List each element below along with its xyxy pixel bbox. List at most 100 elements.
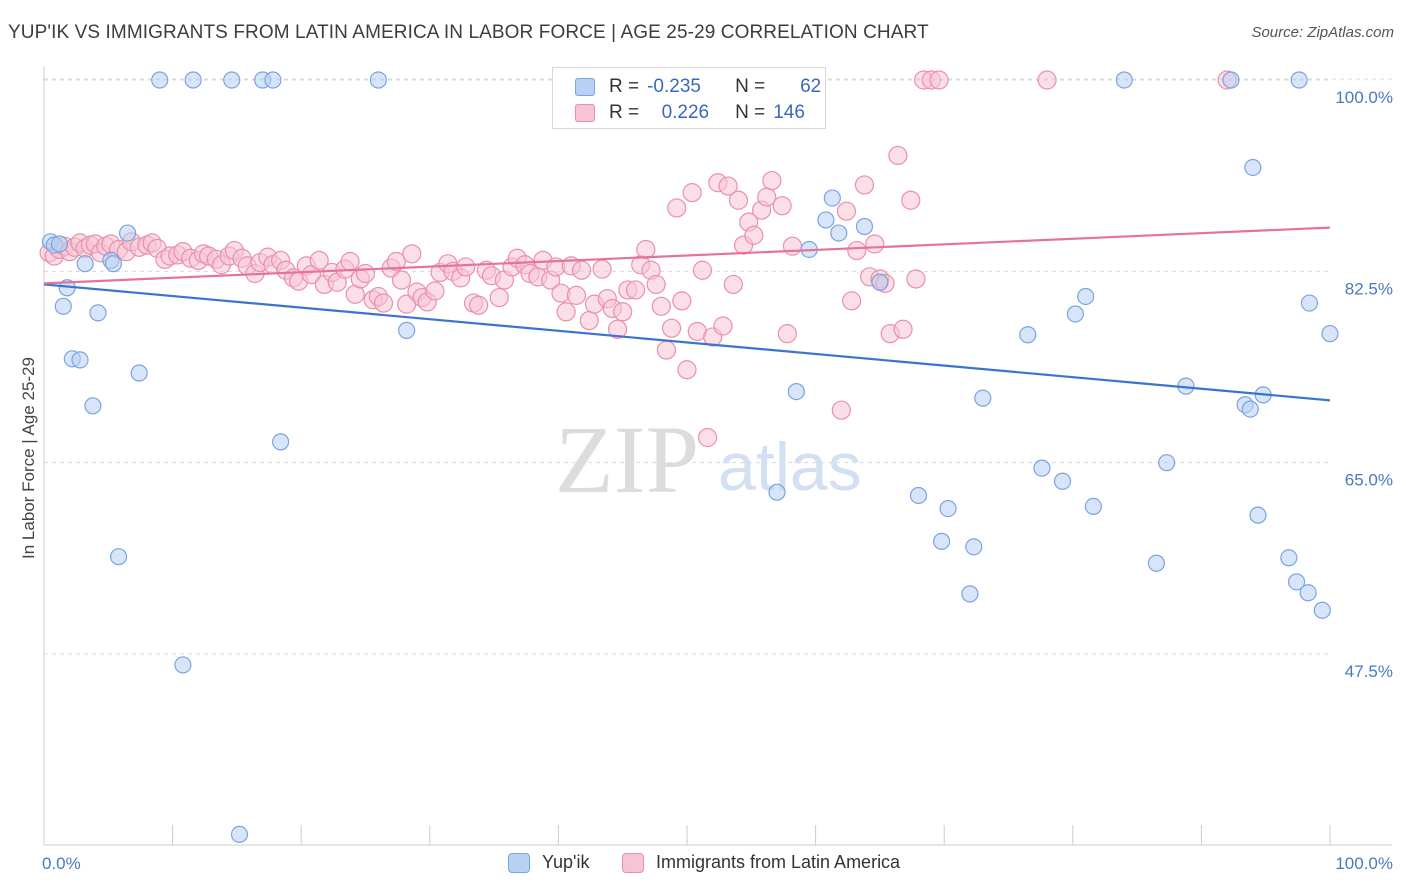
immigrants-point xyxy=(386,251,406,272)
yupik-point xyxy=(89,304,107,322)
legend-item-yupik: Yup'ik xyxy=(508,852,589,873)
x-tick-label: 0.0% xyxy=(42,854,81,873)
trend-lines xyxy=(43,226,1331,402)
immigrants-point xyxy=(646,274,666,295)
immigrants-point xyxy=(425,281,445,301)
immigrants-point xyxy=(718,176,738,196)
stats-legend-row-yupik: R = -0.235 N = 62 xyxy=(575,75,821,99)
immigrants-point xyxy=(865,234,885,254)
immigrants-point xyxy=(613,302,633,322)
immigrants-point xyxy=(556,302,576,322)
immigrants-point xyxy=(1037,70,1057,90)
yupik-point xyxy=(50,235,69,253)
immigrants-point xyxy=(667,198,687,218)
watermark-atlas: atlas xyxy=(718,429,862,505)
watermark-zip: ZIP xyxy=(555,406,699,513)
yupik-point xyxy=(174,656,192,674)
stats-legend: R = -0.235 N = 62 R = 0.226 N = 146 xyxy=(552,67,826,129)
immigrants-point xyxy=(728,190,749,210)
yupik-point xyxy=(130,364,148,382)
legend-label-immigrants: Immigrants from Latin America xyxy=(656,852,901,872)
legend-swatch-pink xyxy=(575,104,595,122)
immigrants-point xyxy=(772,196,792,216)
immigrants-point xyxy=(847,240,867,261)
series-immigrants-points xyxy=(39,70,1237,448)
yupik-point xyxy=(1321,325,1339,343)
yupik-point xyxy=(1249,506,1267,524)
immigrants-point xyxy=(692,260,713,280)
legend-swatch-yupik xyxy=(508,852,530,873)
immigrants-point xyxy=(402,244,422,264)
yupik-point xyxy=(961,585,979,603)
yupik-point xyxy=(1290,71,1308,89)
legend-swatch-blue xyxy=(575,78,595,96)
yupik-point xyxy=(1241,400,1259,418)
legend-item-immigrants: Immigrants from Latin America xyxy=(622,852,900,873)
stats-legend-row-immigrants: R = 0.226 N = 146 xyxy=(575,101,813,125)
yupik-point xyxy=(1313,601,1331,619)
yupik-point xyxy=(965,538,983,556)
yupik-point xyxy=(71,351,89,369)
immigrants-point xyxy=(456,257,476,277)
immigrants-point xyxy=(579,310,599,331)
immigrants-point xyxy=(888,145,908,166)
immigrants-point xyxy=(672,291,692,311)
immigrants-point xyxy=(723,274,743,295)
yupik-point xyxy=(1299,584,1317,602)
immigrants-point xyxy=(656,340,677,360)
yupik-point xyxy=(909,486,928,505)
immigrants-point xyxy=(831,400,851,420)
yupik-point xyxy=(787,383,805,401)
yupik-point xyxy=(1066,305,1084,323)
immigrants-point xyxy=(929,70,949,90)
yupik-point xyxy=(1147,554,1165,572)
immigrants-point xyxy=(777,324,797,344)
chart-title: YUP'IK VS IMMIGRANTS FROM LATIN AMERICA … xyxy=(8,22,929,43)
immigrants-point xyxy=(661,318,682,338)
yupik-point xyxy=(398,321,416,339)
axes xyxy=(43,66,1392,846)
n-value-yupik: 62 xyxy=(800,76,822,97)
yupik-point xyxy=(855,217,874,236)
immigrants-point xyxy=(636,239,656,260)
immigrants-point xyxy=(625,280,646,300)
y-tick-labels: 47.5% 65.0% 82.5% 100.0% xyxy=(1335,88,1393,681)
yupik-point xyxy=(272,433,290,451)
r-label: R = xyxy=(609,102,640,123)
y-tick-label: 65.0% xyxy=(1345,471,1393,490)
immigrants-point xyxy=(744,225,764,245)
chart-source: Source: ZipAtlas.com xyxy=(1251,24,1394,41)
immigrants-point xyxy=(842,291,862,311)
yupik-point xyxy=(104,255,123,273)
immigrants-point xyxy=(340,251,360,272)
yupik-point xyxy=(76,255,94,273)
legend-label-yupik: Yup'ik xyxy=(542,852,590,872)
yupik-point xyxy=(54,297,72,315)
immigrants-point xyxy=(566,285,587,305)
y-tick-label: 82.5% xyxy=(1345,279,1393,298)
immigrants-point xyxy=(592,259,612,279)
yupik-point xyxy=(974,389,992,407)
y-axis-label: In Labor Force | Age 25-29 xyxy=(19,357,38,559)
r-label: R = xyxy=(609,76,640,97)
yupik-point xyxy=(823,189,841,207)
immigrants-point xyxy=(682,183,702,203)
yupik-point xyxy=(1033,459,1051,477)
yupik-point xyxy=(109,548,128,566)
yupik-point xyxy=(1115,71,1133,89)
immigrants-point xyxy=(697,427,718,448)
r-value-yupik: -0.235 xyxy=(647,76,701,97)
yupik-point xyxy=(84,397,102,415)
x-tick-label: 100.0% xyxy=(1335,854,1393,873)
immigrants-point xyxy=(391,270,412,290)
immigrants-point xyxy=(489,287,509,308)
immigrants-point xyxy=(762,170,782,191)
yupik-point xyxy=(230,825,249,844)
yupik-point xyxy=(1077,287,1095,306)
trend-line-yupik xyxy=(43,283,1331,402)
trend-line-immigrants xyxy=(43,226,1331,285)
series-legend: Yup'ik Immigrants from Latin America xyxy=(0,852,1406,878)
yupik-point xyxy=(1158,454,1176,472)
immigrants-point xyxy=(651,296,671,316)
yupik-point xyxy=(1084,497,1102,515)
